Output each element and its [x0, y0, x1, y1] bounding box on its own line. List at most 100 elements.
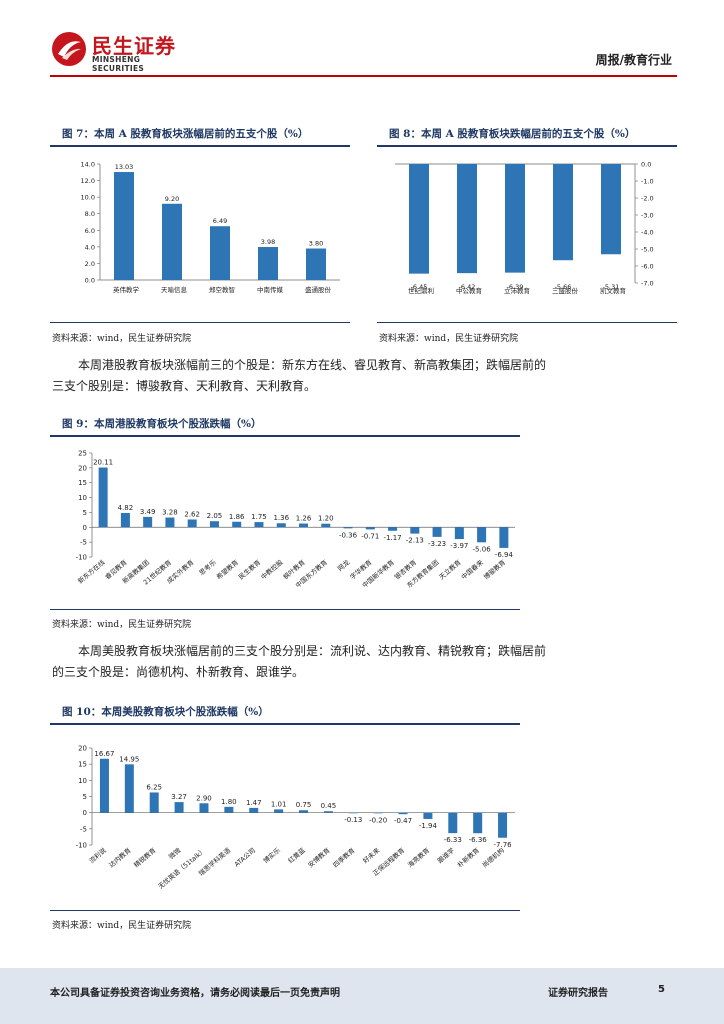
logo-emblem-icon	[52, 32, 86, 66]
y-tick-label: 6.0	[85, 227, 95, 235]
data-label: -5.06	[473, 545, 492, 553]
data-label: -1.17	[383, 534, 401, 542]
data-label: -0.36	[339, 531, 358, 539]
paragraph-us-line2: 的三支个股是：尚德机构、朴新教育、跟谁学。	[52, 665, 305, 679]
data-label: -3.23	[428, 540, 446, 548]
data-label: 3.98	[261, 238, 275, 246]
bar	[98, 467, 108, 528]
data-label: 13.03	[115, 163, 134, 171]
y-tick-label: 0.0	[641, 161, 651, 169]
data-label: -6.36	[469, 836, 488, 844]
fig9-title-rule	[50, 435, 520, 437]
data-label: -0.13	[344, 816, 362, 824]
bar	[274, 809, 284, 813]
fig8-bottom-rule	[377, 322, 677, 323]
category-label: 立沛教育	[504, 286, 531, 295]
category-label: 达内教育	[107, 845, 133, 869]
data-label: -6.45	[411, 283, 428, 291]
category-label: 海亮教育	[405, 845, 431, 869]
category-label: 英伟教学	[113, 285, 140, 294]
bar	[365, 527, 375, 530]
bar	[254, 522, 264, 528]
y-tick-label: 25	[78, 450, 87, 458]
data-label: -0.71	[361, 532, 379, 540]
y-tick-label: -6.0	[641, 263, 654, 271]
data-label: 2.05	[207, 512, 223, 520]
bar	[210, 226, 230, 280]
category-label: 民生教育	[237, 557, 263, 581]
bar	[323, 811, 333, 813]
bar	[348, 812, 358, 814]
fig9-chart: 2520151050-5-1020.11新东方在线4.82睿见教育3.49新高教…	[76, 450, 515, 590]
bar	[499, 527, 509, 548]
bar	[505, 164, 525, 273]
category-label: 希望教育	[214, 557, 240, 581]
y-tick-label: 2.0	[85, 260, 95, 268]
brand-name-en: MINSHENG SECURITIES	[92, 55, 145, 73]
bar	[299, 810, 308, 813]
y-tick-label: 10	[78, 777, 87, 785]
bar	[423, 812, 433, 819]
y-tick-label: 0.0	[85, 277, 95, 285]
category-label: 中教控股	[259, 557, 285, 581]
bar	[553, 164, 573, 261]
bar	[143, 516, 153, 528]
fig7-chart: 14.0 12.0 10.0 8.0 6.0 4.0 2.0 0.0 13.03 英伟教学 9.20…	[81, 161, 340, 294]
fig10-bottom-rule	[50, 910, 520, 911]
bar	[398, 812, 408, 815]
y-tick-label: -1.0	[641, 178, 654, 186]
category-label: 好未来	[361, 845, 382, 865]
data-label: -1.94	[419, 822, 438, 830]
y-tick-label: 4.0	[85, 243, 95, 251]
y-tick-label: 20	[78, 464, 87, 472]
bar	[162, 203, 182, 280]
header-divider	[50, 75, 677, 77]
footer-bar	[0, 968, 724, 1024]
y-tick-label: -7.0	[641, 280, 654, 288]
y-tick-label: 15	[78, 479, 87, 487]
data-label: -5.31	[603, 283, 620, 291]
data-label: -6.42	[459, 283, 476, 291]
category-label: 博实乐	[261, 845, 282, 865]
data-label: 6.25	[146, 783, 162, 791]
y-tick-label: -3.0	[641, 212, 654, 220]
category-label: 中国春来	[459, 557, 485, 581]
data-label: 1.20	[318, 515, 334, 523]
data-label: 1.80	[221, 798, 237, 806]
logo: 民生证券 MINSHENG SECURITIES	[50, 30, 190, 73]
bar	[199, 803, 209, 813]
bar	[149, 792, 159, 813]
bar	[124, 764, 134, 813]
fig10-title-rule	[50, 723, 520, 725]
footer-disclaimer: 本公司具备证券投资咨询业务资格，请务必阅读最后一页免责声明	[50, 988, 340, 999]
fig7-title: 图 7：本周 A 股教育板块涨幅居前的五支个股（%）	[62, 128, 309, 140]
category-label: ATA公司	[233, 846, 257, 868]
bar	[306, 248, 326, 280]
data-label: -0.20	[369, 816, 387, 824]
fig7-title-rule	[50, 145, 350, 147]
page-number: 5	[658, 984, 665, 995]
category-label: 天喻信息	[161, 285, 188, 294]
bar	[432, 527, 442, 537]
category-label: 安博教育	[306, 845, 332, 869]
bar	[99, 758, 109, 813]
fig10-chart: 20 15 10 5 0 -5 -10 16.67 流利说 14.95 达内教育 6.25 精锐教育 3.…	[76, 745, 515, 891]
bar	[601, 164, 621, 255]
fig8-chart: 0.0 -1.0 -2.0 -3.0 -4.0 -5.0 -6.0 -7.0 -6.45世纪鼎利…	[395, 161, 654, 295]
category-label: 盛通股份	[305, 285, 332, 294]
fig8-title: 图 8：本周 A 股教育板块跌幅居前的五支个股（%）	[389, 128, 636, 140]
y-tick-label: 5	[83, 509, 87, 517]
data-label: 9.20	[165, 195, 179, 203]
y-tick-label: 0	[83, 524, 87, 532]
data-label: 3.28	[162, 509, 178, 517]
paragraph-us-line1: 本周美股教育板块涨幅居前的三支个股分别是：流利说、达内教育、精锐教育；跌幅居前	[78, 644, 547, 658]
data-label: 3.49	[140, 508, 156, 516]
y-tick-label: 5	[83, 793, 87, 801]
y-tick-label: 10.0	[81, 194, 95, 202]
bar	[249, 807, 259, 813]
bar	[410, 527, 420, 534]
data-label: 1.86	[229, 513, 245, 521]
bar	[498, 812, 508, 838]
fig9-title: 图 9：本周港股教育板块个股涨跌幅（%）	[62, 418, 262, 430]
y-tick-label: -5.0	[641, 246, 654, 254]
